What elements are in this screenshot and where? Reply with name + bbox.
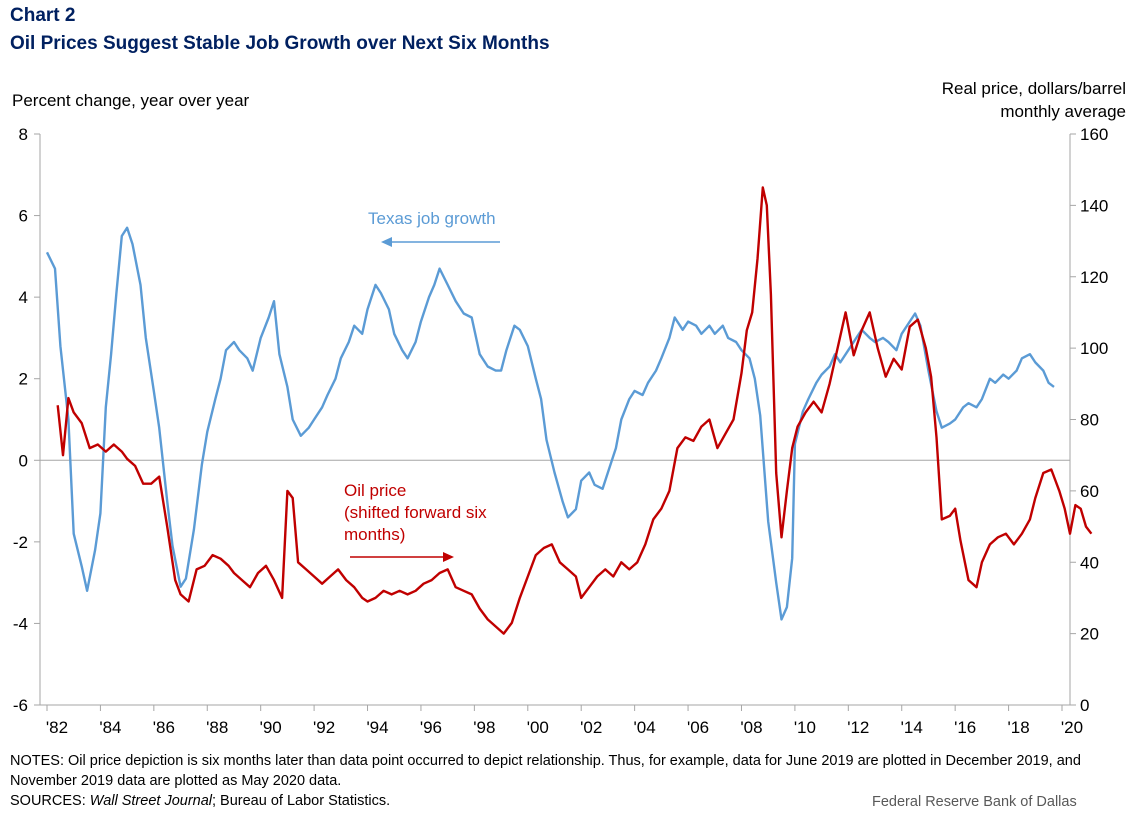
x-tick-label: '00 [527, 718, 549, 737]
oil-annotation-line2: (shifted forward six [344, 503, 487, 522]
x-tick-label: '96 [420, 718, 442, 737]
chart-notes: NOTES: Oil price depiction is six months… [10, 753, 1081, 789]
chart-label: Chart 2 [10, 5, 76, 26]
x-tick-label: '84 [99, 718, 121, 737]
y-right-tick-label: 20 [1080, 625, 1099, 644]
y-right-title-line2: monthly average [1000, 102, 1126, 121]
x-tick-label: '02 [580, 718, 602, 737]
x-tick-label: '94 [366, 718, 388, 737]
x-tick-label: '10 [794, 718, 816, 737]
chart-credit: Federal Reserve Bank of Dallas [872, 794, 1077, 810]
x-tick-label: '88 [206, 718, 228, 737]
y-right-tick-label: 140 [1080, 196, 1108, 215]
y-right-tick-label: 120 [1080, 268, 1108, 287]
series-lines [45, 186, 1093, 635]
y-right-tick-label: 40 [1080, 553, 1099, 572]
y-right-tick-label: 0 [1080, 696, 1089, 715]
y-left-title: Percent change, year over year [12, 91, 250, 110]
x-tick-label: '92 [313, 718, 335, 737]
y-right-tick-label: 160 [1080, 125, 1108, 144]
y-left-tick-label: -4 [13, 614, 28, 633]
sources-prefix: SOURCES: [10, 793, 90, 809]
y-right-title-line1: Real price, dollars/barrel [942, 79, 1126, 98]
y-right-tick-label: 60 [1080, 482, 1099, 501]
y-right-tick-label: 80 [1080, 411, 1099, 430]
chart-sources: SOURCES: Wall Street Journal; Bureau of … [10, 793, 390, 809]
x-tick-label: '04 [634, 718, 656, 737]
x-tick-label: '12 [847, 718, 869, 737]
x-tick-label: '90 [260, 718, 282, 737]
oil-annotation-line3: months) [344, 525, 405, 544]
y-left-tick-label: 0 [19, 451, 28, 470]
job-growth-line [45, 226, 1055, 621]
job-growth-arrowhead [381, 237, 392, 247]
chart-title: Oil Prices Suggest Stable Job Growth ove… [10, 33, 550, 54]
y-left-tick-label: -6 [13, 696, 28, 715]
y-left-tick-label: -2 [13, 533, 28, 552]
job-growth-annotation: Texas job growth [368, 209, 496, 228]
x-tick-label: '18 [1008, 718, 1030, 737]
sources-suffix: ; Bureau of Labor Statistics. [212, 793, 391, 809]
x-tick-label: '98 [473, 718, 495, 737]
x-tick-label: '06 [687, 718, 709, 737]
x-tick-label: '82 [46, 718, 68, 737]
axes-group: 86420-2-4-6160140120100806040200'82'84'8… [12, 79, 1126, 737]
oil-price-line [56, 186, 1093, 635]
x-tick-label: '08 [740, 718, 762, 737]
y-left-tick-label: 8 [19, 125, 28, 144]
y-left-tick-label: 6 [19, 207, 28, 226]
y-left-tick-label: 2 [19, 370, 28, 389]
y-right-tick-label: 100 [1080, 339, 1108, 358]
y-left-tick-label: 4 [19, 288, 28, 307]
oil-annotation-line1: Oil price [344, 481, 406, 500]
oil-arrowhead [443, 552, 454, 562]
x-tick-label: '86 [153, 718, 175, 737]
x-tick-label: '20 [1061, 718, 1083, 737]
annotations-group: Texas job growth Oil price (shifted forwar… [344, 209, 500, 562]
sources-wsj: Wall Street Journal [89, 793, 212, 809]
x-tick-label: '16 [954, 718, 976, 737]
x-tick-label: '14 [901, 718, 923, 737]
